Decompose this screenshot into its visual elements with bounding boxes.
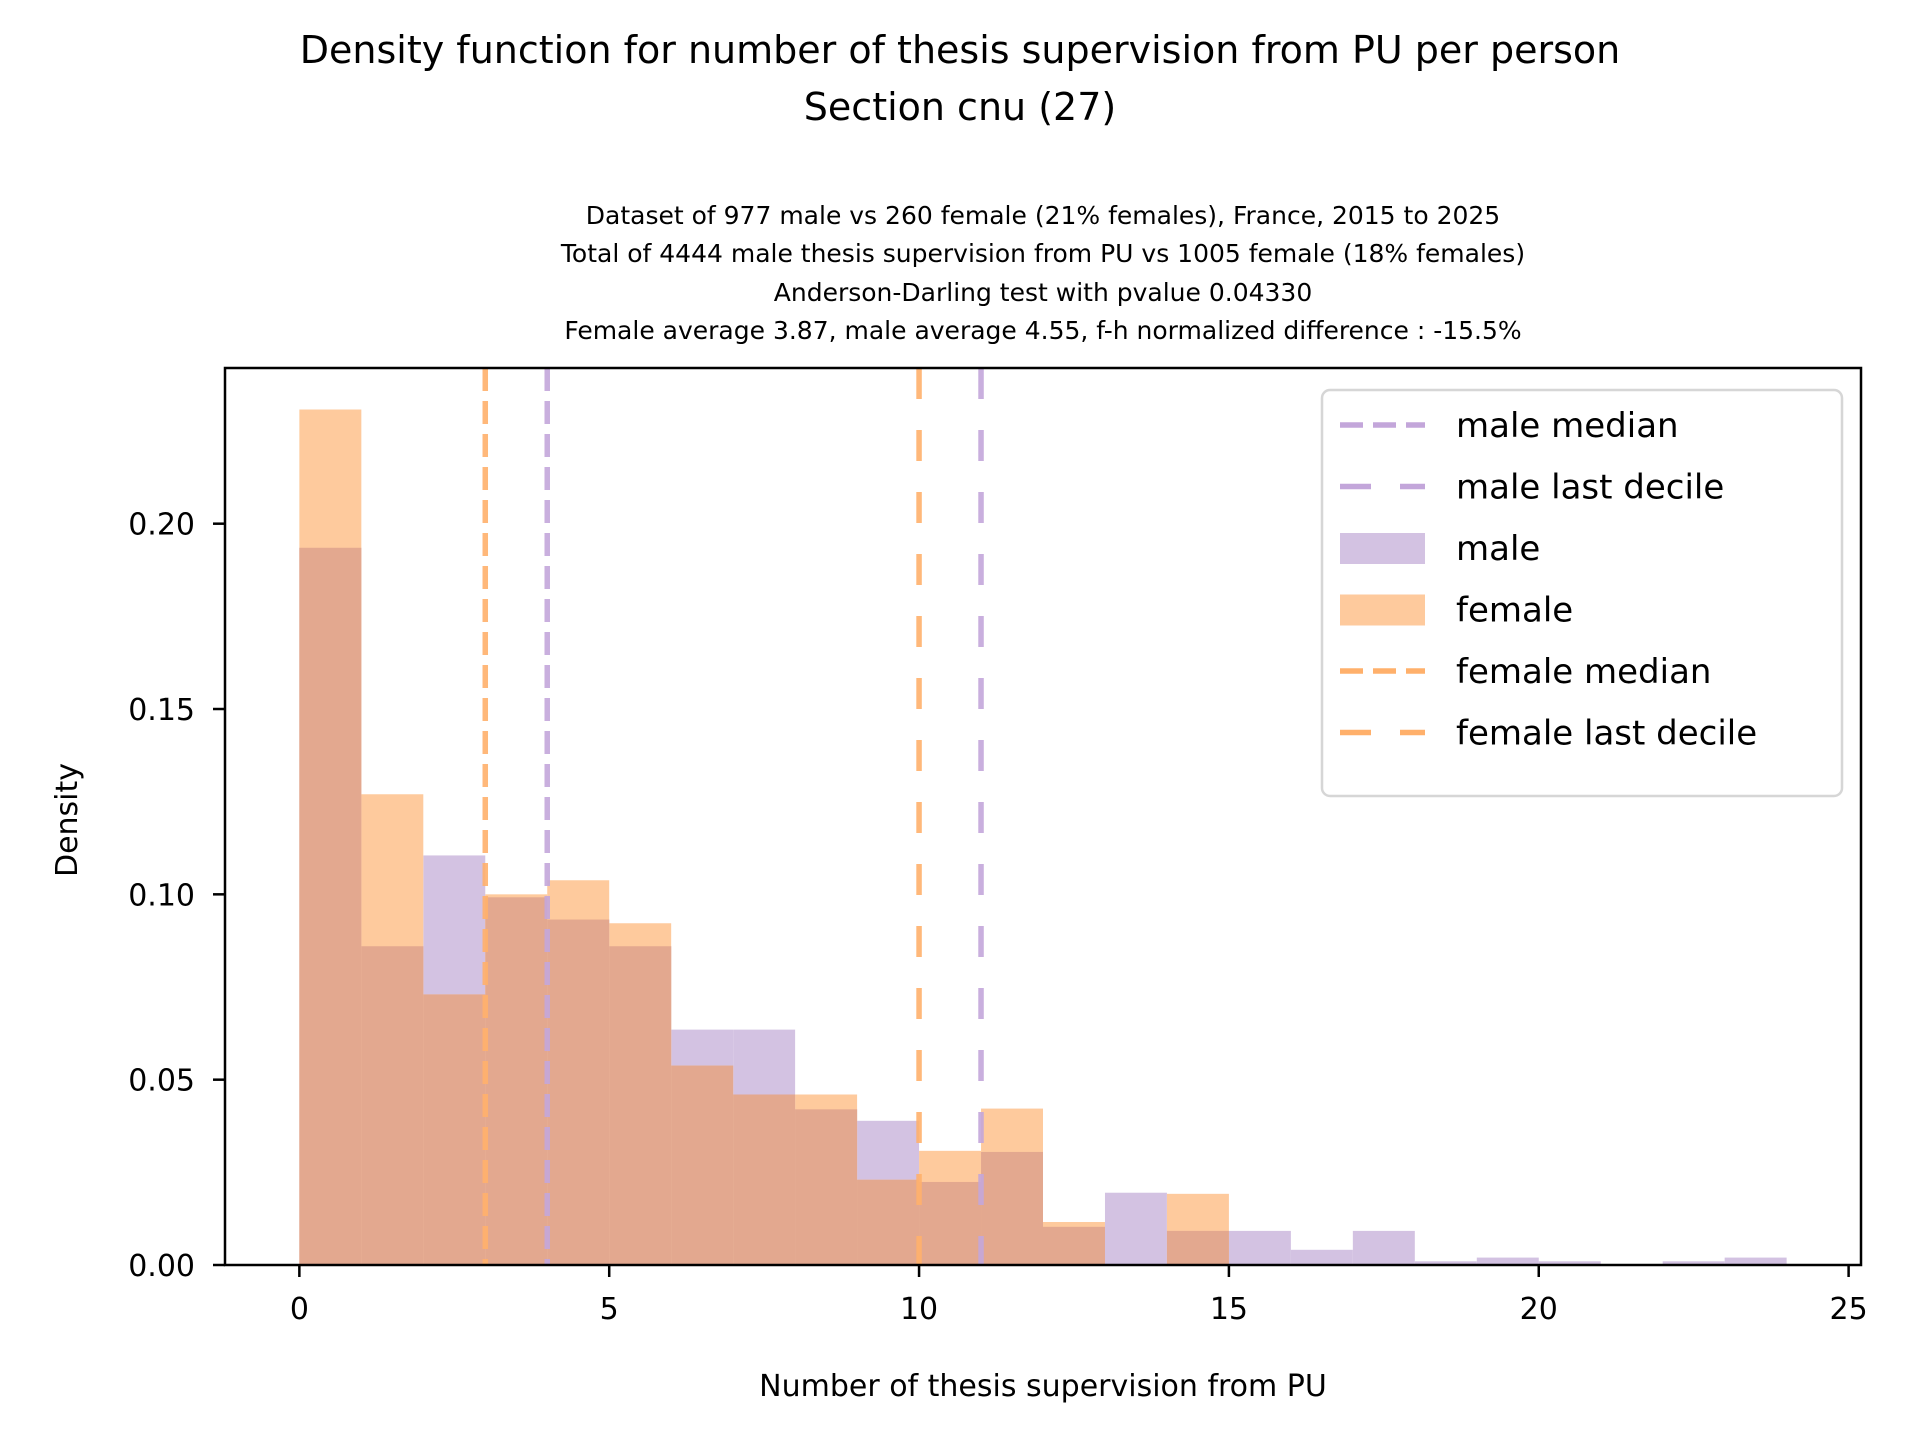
male-bar [1414,1261,1477,1265]
y-tick-label: 0.05 [128,1064,195,1099]
male-bar [1476,1257,1539,1265]
x-tick-label: 5 [600,1292,619,1327]
x-tick-label: 15 [1210,1292,1248,1327]
x-tick-label: 20 [1520,1292,1558,1327]
x-axis-ticks: 0 5 10 15 20 25 [290,1265,1868,1327]
overlap-bar [919,1181,982,1265]
legend-label-female: female [1456,591,1573,631]
legend: male median male last decile male female fem… [1320,388,1844,798]
overlap-bar [857,1179,920,1265]
male-bar [1104,1192,1167,1265]
y-tick-label: 0.10 [128,878,195,913]
overlap-bar [423,994,486,1265]
legend-swatch-female [1340,594,1425,626]
legend-swatch-male [1340,533,1425,564]
legend-label-female-median: female median [1456,652,1711,692]
overlap-bar [671,1065,734,1265]
overlap-bar [299,547,362,1265]
male-bar [1662,1261,1725,1265]
x-tick-label: 25 [1830,1292,1868,1327]
overlap-bar [981,1151,1043,1265]
overlap-bars [299,547,1229,1265]
legend-label-male-median: male median [1456,406,1679,446]
y-tick-label: 0.15 [128,693,195,728]
overlap-bar [485,897,548,1265]
male-bar [1538,1261,1601,1265]
y-axis-ticks: 0.00 0.05 0.10 0.15 0.20 [128,508,225,1284]
legend-label-female-last-decile: female last decile [1456,714,1757,754]
legend-entries: male median male last decile male female fem… [1340,406,1757,754]
subtitle-line-2: Total of 4444 male thesis supervision fr… [560,239,1525,268]
x-tick-label: 10 [900,1292,938,1327]
male-bar [1290,1249,1353,1265]
y-tick-label: 0.20 [128,508,195,543]
male-bar [1352,1230,1415,1265]
x-tick-label: 0 [290,1292,309,1327]
male-bar [1724,1257,1787,1265]
subtitle-line-4: Female average 3.87, male average 4.55, … [564,316,1521,345]
chart-title: Density function for number of thesis su… [300,28,1620,72]
y-axis-label: Density [50,763,85,877]
legend-label-male-last-decile: male last decile [1456,468,1724,508]
overlap-bar [795,1109,858,1265]
overlap-bar [733,1094,796,1265]
legend-box [1320,388,1844,798]
subtitle-line-3: Anderson-Darling test with pvalue 0.0433… [774,278,1313,307]
axes-frame [223,366,1863,1267]
overlap-bar [361,946,424,1265]
overlap-bar [1166,1230,1229,1265]
legend-label-male: male [1456,529,1540,569]
male-bar [1228,1230,1291,1265]
subtitle-line-1: Dataset of 977 male vs 260 female (21% f… [586,201,1500,230]
overlap-bar [547,919,610,1265]
overlap-bar [1043,1226,1105,1265]
x-axis-label: Number of thesis supervision from PU [759,1369,1327,1404]
y-tick-label: 0.00 [128,1249,195,1284]
overlap-bar [609,946,672,1265]
reference-lines [482,368,984,1265]
chart-title-line2: Section cnu (27) [804,85,1116,129]
